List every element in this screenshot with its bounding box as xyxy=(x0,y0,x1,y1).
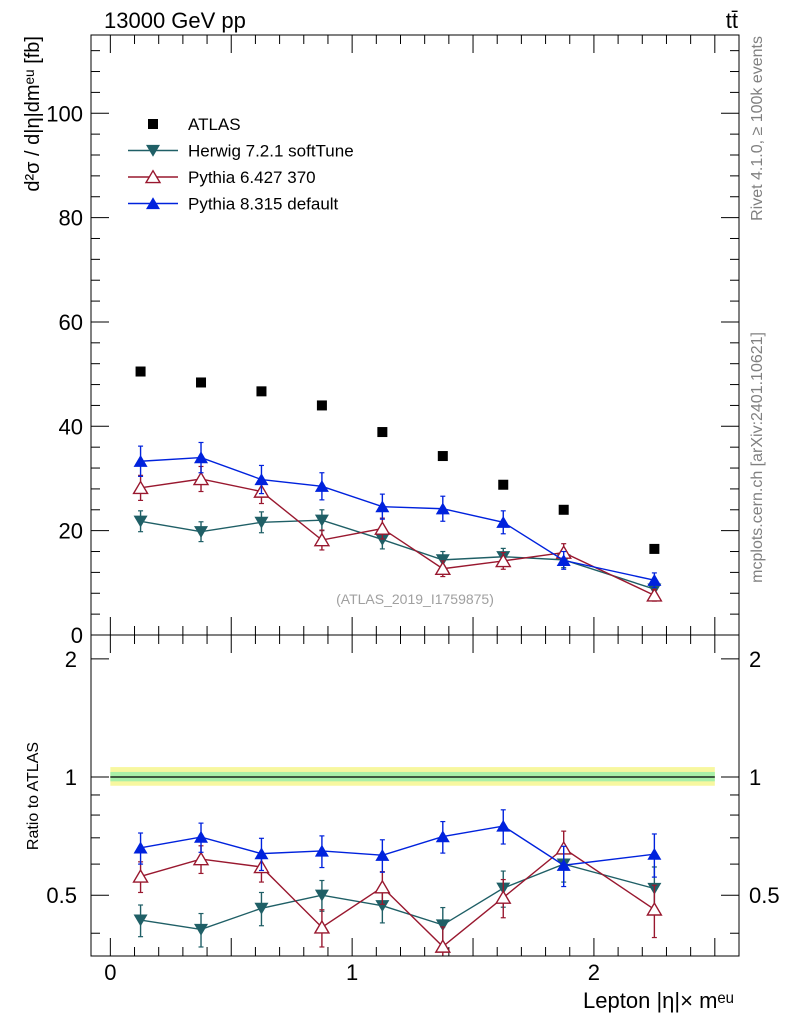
mcplots-label: mcplots.cern.ch [arXiv:2401.10621] xyxy=(749,332,766,583)
pythia6-point xyxy=(192,471,210,486)
ratio-y-tick-label-right: 1 xyxy=(749,765,761,790)
main-series-group xyxy=(132,366,663,602)
x-tick-label: 2 xyxy=(588,960,600,985)
ratio-y-tick-label-left: 1 xyxy=(65,765,77,790)
ratio-pythia6-point xyxy=(646,901,663,916)
pythia6-point xyxy=(374,520,391,535)
pythia6-point xyxy=(434,561,452,576)
herwig-point xyxy=(254,516,269,529)
pythia8-point xyxy=(254,473,269,486)
atlas-point xyxy=(196,377,207,388)
pythia6-line xyxy=(140,478,655,596)
pythia8-line xyxy=(140,456,655,581)
pythia6-point xyxy=(646,587,663,602)
atlas-point xyxy=(377,427,388,438)
legend-label-pythia6: Pythia 6.427 370 xyxy=(188,168,316,187)
ratio-pythia6-point xyxy=(495,889,512,904)
energy-label: 13000 GeV pp xyxy=(104,8,246,33)
ratio-y-axis-label: Ratio to ATLAS xyxy=(25,742,42,850)
legend-marker-pythia6 xyxy=(144,169,162,184)
ratio-series-group xyxy=(132,809,663,956)
pythia6-point xyxy=(313,532,331,547)
legend-marker-pythia8 xyxy=(146,197,160,210)
ratio-pythia8-point xyxy=(254,847,269,860)
main-y-axis-label: d²σ / d|η|dmᵉᵘ [fb] xyxy=(22,36,44,192)
main-y-tick-label: 40 xyxy=(59,414,83,439)
herwig-point xyxy=(435,554,450,567)
legend-label-pythia8: Pythia 8.315 default xyxy=(188,195,339,214)
herwig-point xyxy=(375,533,390,546)
ratio-herwig-line xyxy=(140,863,655,931)
herwig-line xyxy=(140,519,655,590)
ratio-pythia8-point xyxy=(647,847,662,860)
ratio-y-tick-label-right: 2 xyxy=(749,647,761,672)
legend-label-atlas: ATLAS xyxy=(188,115,241,134)
pythia8-point xyxy=(556,554,571,566)
ratio-pythia6-point xyxy=(192,851,210,866)
pythia8-point xyxy=(314,480,329,492)
pythia8-point xyxy=(647,573,662,586)
atlas-point xyxy=(316,400,327,411)
ratio-pythia8-point xyxy=(375,848,390,861)
ratio-pythia6-point xyxy=(434,938,452,953)
rivet-label: Rivet 4.1.0, ≥ 100k events xyxy=(749,36,766,221)
ratio-pythia8-point xyxy=(194,830,209,843)
herwig-point xyxy=(314,514,329,527)
atlas-point xyxy=(135,366,146,377)
pythia6-point xyxy=(132,480,149,495)
main-axis-ticks: 0 20 40 60 80 100 xyxy=(46,35,739,648)
x-tick-label: 0 xyxy=(104,960,116,985)
x-axis-label: Lepton |η|× mᵉᵘ xyxy=(583,988,734,1013)
ratio-pythia8-line xyxy=(140,825,655,866)
main-y-tick-label: 20 xyxy=(59,519,83,544)
pythia8-point xyxy=(194,451,209,464)
ratio-pythia8-point xyxy=(435,830,450,843)
pythia8-point xyxy=(496,516,511,528)
process-label: tt̄ xyxy=(726,8,738,33)
legend: ATLAS Herwig 7.2.1 softTune Pythia 6.427 3… xyxy=(128,115,354,214)
ratio-pythia8-point xyxy=(133,841,148,854)
pythia8-point xyxy=(435,502,450,515)
ratio-pythia8-point xyxy=(556,858,571,871)
atlas-point xyxy=(558,504,569,515)
ratio-axis-ticks: 0.5 0.5 1 1 2 2 0 1 2 xyxy=(46,635,780,985)
ratio-herwig-point xyxy=(435,919,450,932)
ratio-y-tick-label-right: 0.5 xyxy=(749,883,780,908)
ratio-panel-frame xyxy=(90,634,740,957)
pythia8-point xyxy=(133,454,148,467)
ratio-herwig-point xyxy=(254,902,269,915)
main-y-tick-label: 100 xyxy=(46,101,83,126)
ratio-y-tick-label-left: 2 xyxy=(65,647,77,672)
ratio-pythia6-point xyxy=(132,868,149,883)
main-y-tick-label: 80 xyxy=(59,206,83,231)
atlas-point xyxy=(649,543,660,554)
ratio-herwig-point xyxy=(314,889,329,902)
ratio-pythia6-point xyxy=(374,879,391,894)
legend-marker-atlas xyxy=(148,119,158,129)
ratio-y-tick-label-left: 0.5 xyxy=(46,883,77,908)
x-tick-label: 1 xyxy=(346,960,358,985)
pythia6-point xyxy=(495,553,512,568)
ratio-herwig-point xyxy=(194,923,209,936)
legend-marker-herwig xyxy=(146,144,160,157)
ratio-pythia6-point xyxy=(313,919,331,934)
analysis-watermark: (ATLAS_2019_I1759875) xyxy=(336,591,494,607)
legend-label-herwig: Herwig 7.2.1 softTune xyxy=(188,142,354,161)
pythia8-point xyxy=(375,500,390,513)
atlas-point xyxy=(256,386,267,397)
ratio-pythia8-point xyxy=(496,819,511,832)
ratio-herwig-point xyxy=(375,900,390,913)
main-y-tick-label: 0 xyxy=(71,623,83,648)
herwig-point xyxy=(133,515,148,528)
atlas-point xyxy=(437,451,448,462)
herwig-point xyxy=(194,526,209,538)
ratio-pythia8-point xyxy=(314,844,329,857)
ratio-herwig-point xyxy=(133,914,148,927)
main-y-tick-label: 60 xyxy=(59,310,83,335)
atlas-point xyxy=(498,479,509,490)
